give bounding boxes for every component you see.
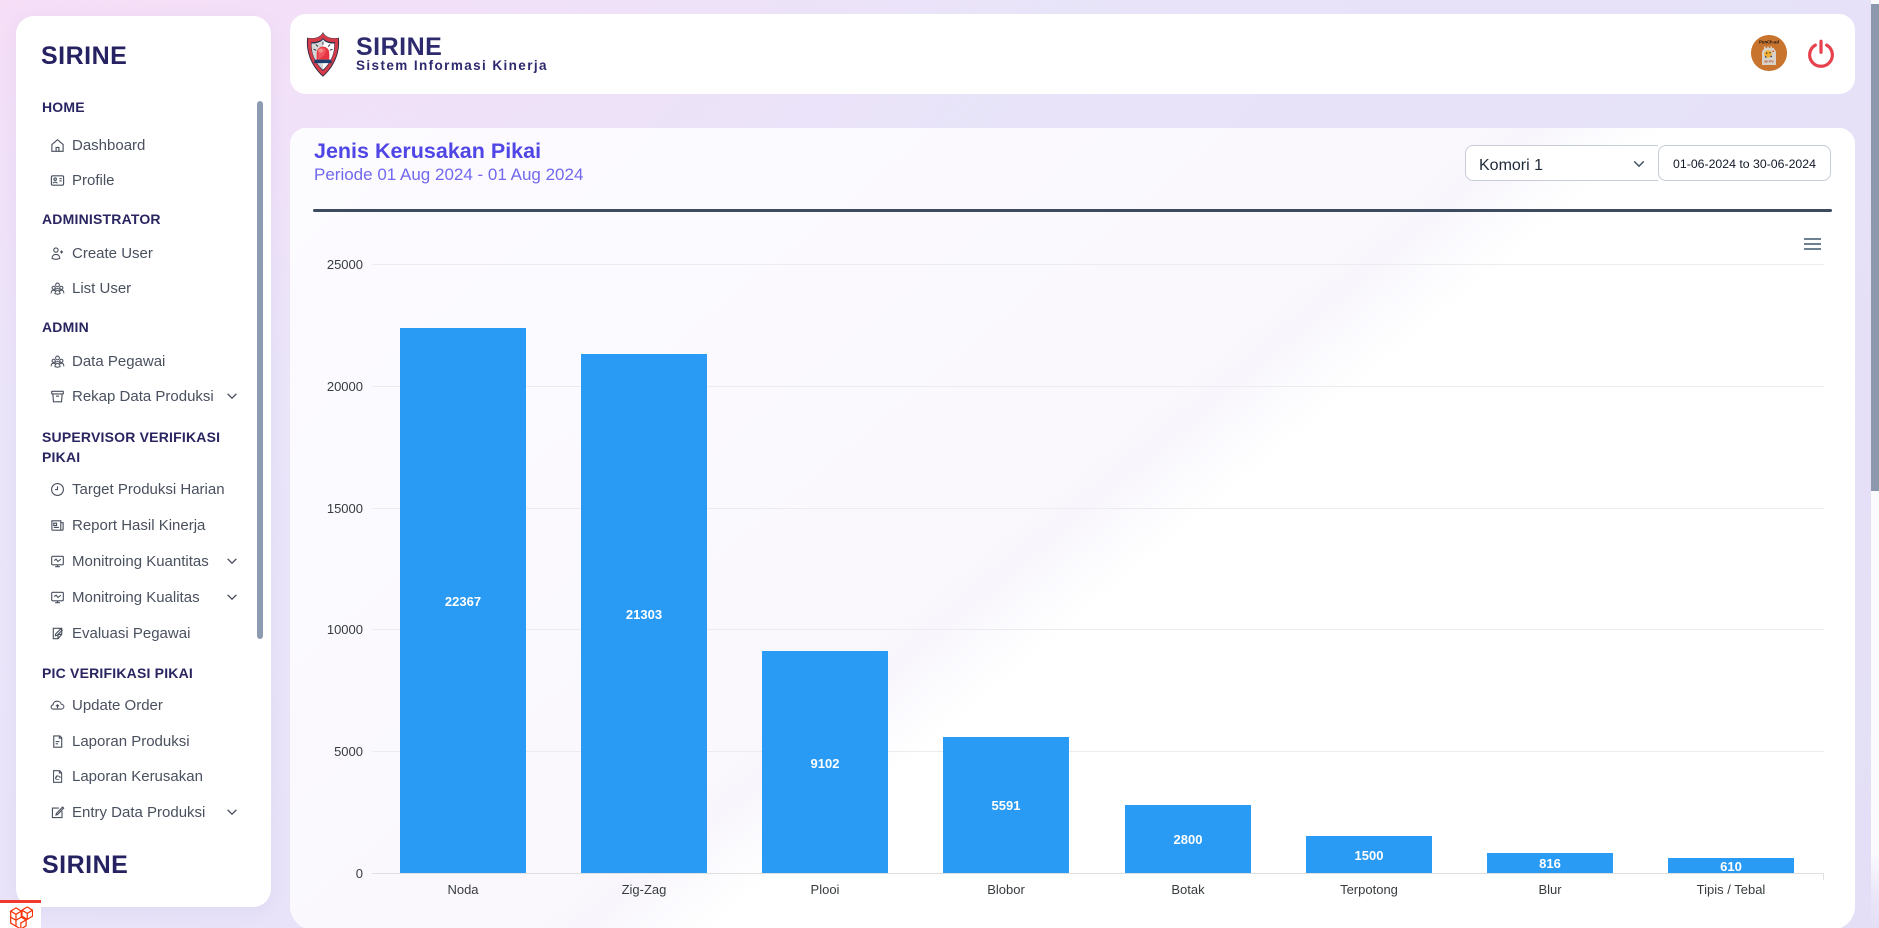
svg-text:PunCh-ad: PunCh-ad bbox=[1759, 40, 1779, 45]
svg-text:an Po: an Po bbox=[1764, 60, 1773, 64]
